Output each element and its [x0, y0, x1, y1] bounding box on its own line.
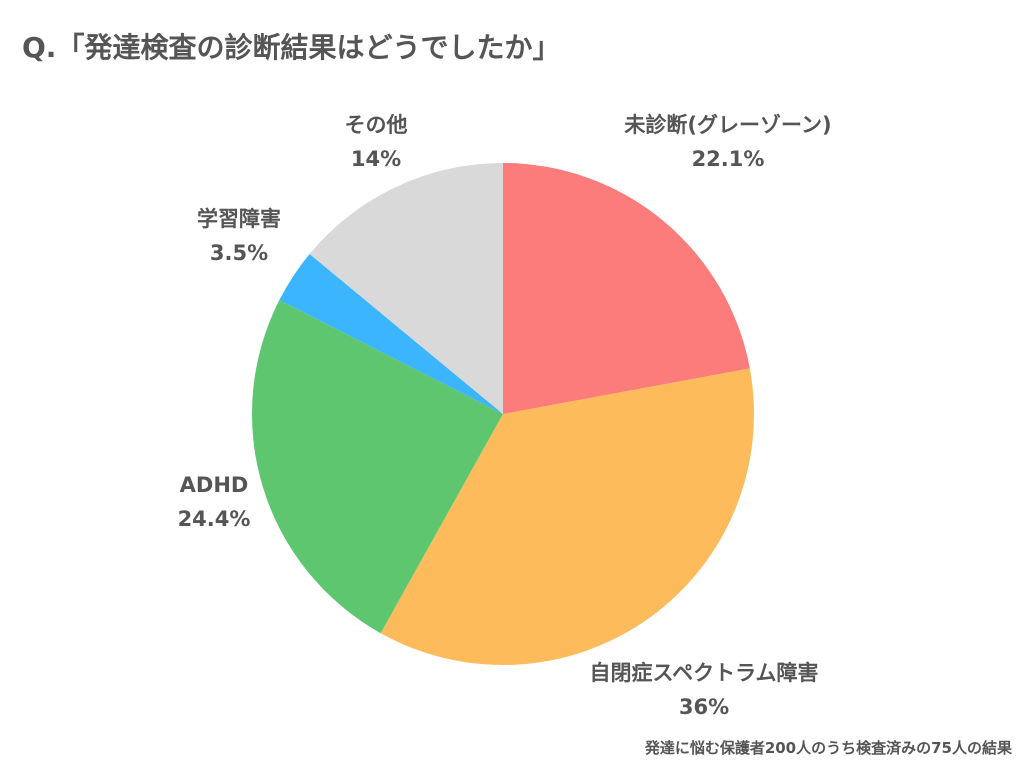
pie-slice-other	[309, 163, 503, 414]
pie-slice-undiagnosed	[503, 163, 750, 414]
slice-label-adhd: ADHD 24.4%	[178, 468, 251, 536]
slice-label-text: 未診断(グレーゾーン)	[624, 113, 832, 137]
slice-label-text: 自閉症スペクトラム障害	[589, 661, 819, 685]
pie-slice-adhd	[251, 300, 503, 634]
slice-label-value: 24.4%	[177, 507, 251, 531]
footnote: 発達に悩む保護者200人のうち検査済みの75人の結果	[644, 739, 1012, 757]
slice-label-learning-disability: 学習障害 3.5%	[197, 202, 281, 270]
slice-label-text: 学習障害	[197, 207, 281, 231]
slice-label-asd: 自閉症スペクトラム障害 36%	[590, 656, 819, 724]
slice-label-text: ADHD	[179, 473, 249, 497]
slice-label-value: 3.5%	[209, 241, 269, 265]
slice-label-other: その他 14%	[345, 108, 408, 176]
slice-label-text: その他	[344, 113, 408, 137]
slice-label-value: 36%	[678, 695, 730, 719]
pie-slice-asd	[380, 368, 754, 665]
slice-label-value: 14%	[350, 147, 402, 171]
chart-title: Q.「発達検査の診断結果はどうでしたか」	[22, 31, 561, 64]
slice-label-undiagnosed: 未診断(グレーゾーン) 22.1%	[624, 108, 831, 176]
pie-slice-learning-disability	[279, 254, 503, 414]
slice-label-value: 22.1%	[691, 147, 765, 171]
